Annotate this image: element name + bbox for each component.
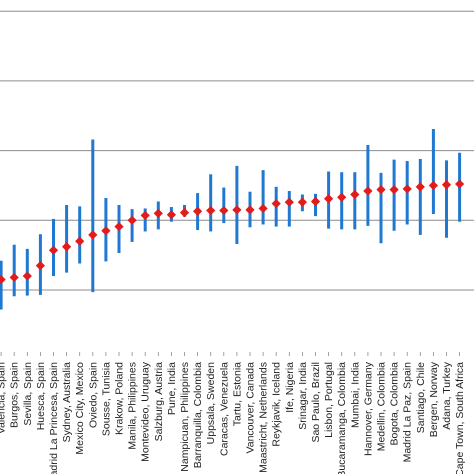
x-tick-label: Mumbai, India xyxy=(349,362,361,428)
x-tick-label: Madrid La Princesa, Spain xyxy=(48,362,60,474)
data-point xyxy=(75,236,85,246)
x-tick-label: Hannover, Germany xyxy=(362,361,374,456)
x-tick-label: Montevideo, Uruguay xyxy=(140,361,152,462)
grid-layer xyxy=(0,10,474,291)
x-tick-label: Cape Town, South Africa xyxy=(454,362,466,474)
x-tick-label: Huesca, Spain xyxy=(35,362,47,430)
data-point xyxy=(232,205,242,215)
x-tick-label: Sao Paulo, Brazil xyxy=(310,362,322,443)
x-tick-label: Reykjavik, Iceland xyxy=(271,362,283,447)
data-point xyxy=(284,197,294,207)
data-point xyxy=(166,210,176,220)
x-tick-label: Valencia, Spain xyxy=(0,362,8,434)
data-point xyxy=(179,208,190,218)
data-point xyxy=(22,271,32,281)
data-point xyxy=(376,185,386,195)
data-point xyxy=(428,180,438,191)
data-point xyxy=(206,205,216,216)
x-tick-label: Madrid La Paz, Spain xyxy=(402,362,414,463)
data-point xyxy=(193,206,203,216)
x-tick-label: Caracas, Venezuela xyxy=(218,362,230,456)
x-tick-label: Uppsala, Sweden xyxy=(205,362,217,444)
x-tick-label-layer: Valencia, Spain Burgos, Spain Sevilla, Spa… xyxy=(0,352,466,474)
data-point xyxy=(389,185,399,195)
x-tick-label: Burgos, Spain xyxy=(9,362,21,428)
x-tick-label: Srinagar, India xyxy=(297,362,309,430)
data-point xyxy=(271,198,281,209)
data-point xyxy=(415,182,425,192)
x-tick-label: Sevilla, Spain xyxy=(22,362,34,426)
data-point xyxy=(455,179,465,189)
data-point xyxy=(101,226,111,236)
data-point xyxy=(153,208,163,218)
data-point xyxy=(245,205,255,215)
data-point xyxy=(402,184,412,194)
data-point xyxy=(127,215,137,225)
x-tick-label: Vancouver, Canada xyxy=(245,362,257,454)
x-tick-label: Krakow, Poland xyxy=(114,362,126,435)
data-point xyxy=(350,189,360,200)
data-point xyxy=(337,192,347,202)
data-point xyxy=(310,196,321,207)
x-tick-label: Bucaramanga, Colombia xyxy=(336,362,348,474)
data-point xyxy=(324,194,334,204)
x-tick-label: Lisbon, Portugal xyxy=(323,362,335,438)
x-tick-label: Barranquilla, Colombia xyxy=(192,362,204,468)
data-point xyxy=(258,203,268,214)
data-point xyxy=(140,210,150,221)
data-point xyxy=(48,245,59,255)
data-point xyxy=(88,230,98,240)
x-tick-label: Bogota, Colombia xyxy=(389,362,401,446)
data-point xyxy=(9,272,19,283)
x-tick-label: Salzburg, Austria xyxy=(153,362,165,442)
data-point xyxy=(363,186,373,196)
x-tick-label: Pune, India xyxy=(166,362,178,415)
error-bar-layer xyxy=(0,128,462,310)
x-tick-label: Manila, Philippines xyxy=(127,362,139,450)
data-point xyxy=(62,242,72,252)
data-point xyxy=(35,261,45,271)
x-tick-label: Medellin, Colombia xyxy=(376,362,388,451)
data-point xyxy=(441,180,452,190)
x-tick-label: Mexico City, Mexico xyxy=(74,362,86,455)
x-tick-label: Tartu, Estonia xyxy=(231,362,243,426)
data-point xyxy=(297,197,307,207)
data-point xyxy=(0,274,6,285)
x-tick-label: Ife, Nigeria xyxy=(284,362,296,413)
x-tick-label: Santiago, Chile xyxy=(415,362,427,433)
x-tick-label: Sydney, Australia xyxy=(61,362,73,443)
x-tick-label: Maastricht, Netherlands xyxy=(258,362,270,473)
x-tick-label: Bergen, Norway xyxy=(428,361,440,437)
x-tick-label: Adana, Turkey xyxy=(441,361,453,429)
point-layer xyxy=(0,179,465,285)
x-tick-label: Oviedo, Spain xyxy=(87,362,99,428)
data-point xyxy=(114,221,124,232)
data-point xyxy=(219,205,229,216)
x-tick-label: Sousse, Tunisia xyxy=(100,362,112,436)
x-tick-label: Nampicuan, Philippines xyxy=(179,362,191,472)
